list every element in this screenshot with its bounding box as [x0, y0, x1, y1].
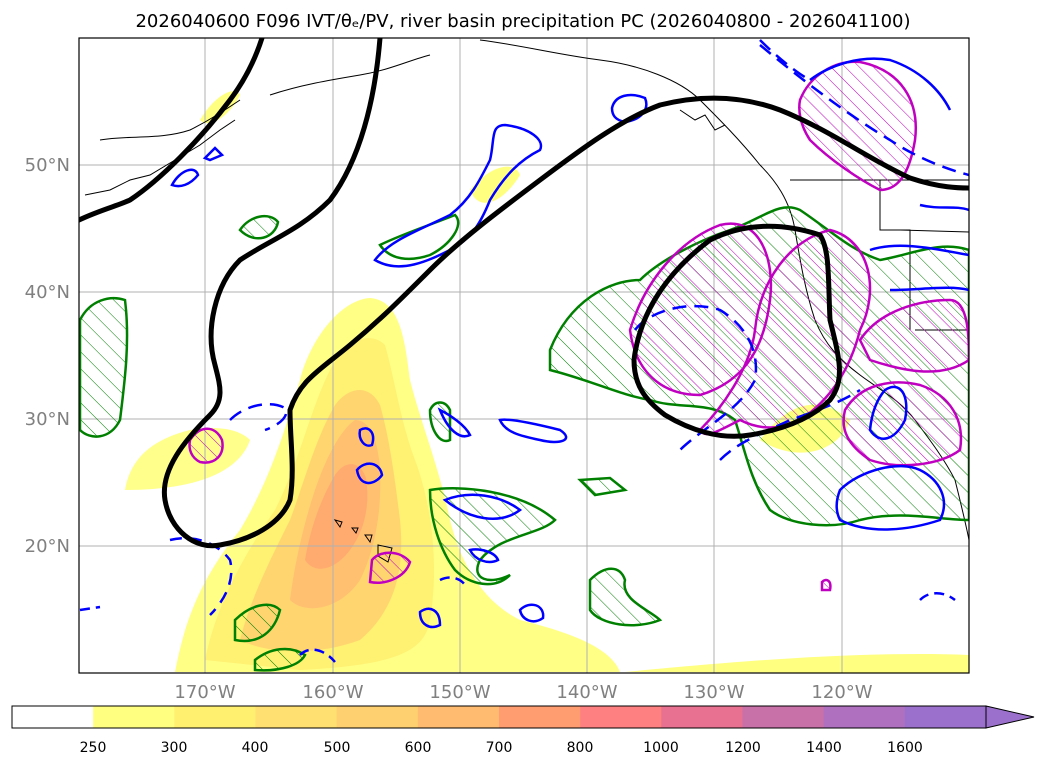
map-panel — [78, 37, 970, 674]
colorbar-segment — [661, 706, 743, 728]
colorbar-label: 1600 — [887, 740, 923, 756]
colorbar-segment — [580, 706, 662, 728]
lat-label-20n: 20°N — [25, 536, 70, 557]
colorbar-segment — [823, 706, 906, 728]
figure-title: 2026040600 F096 IVT/θₑ/PV, river basin p… — [135, 11, 910, 32]
colorbar-extend-arrow — [985, 705, 1035, 729]
latitude-labels: 50°N 40°N 30°N 20°N — [25, 155, 70, 557]
colorbar-label: 1000 — [643, 740, 679, 756]
lat-label-30n: 30°N — [25, 409, 70, 430]
colorbar-labels: 250 300 400 500 600 700 800 1000 1200 14… — [80, 740, 923, 756]
lon-label-120w: 120°W — [811, 682, 872, 703]
colorbar-label: 500 — [324, 740, 351, 756]
colorbar-label: 1200 — [725, 740, 761, 756]
colorbar-label: 700 — [486, 740, 513, 756]
lon-label-160w: 160°W — [302, 682, 363, 703]
colorbar-segment — [93, 706, 175, 728]
lon-label-150w: 150°W — [429, 682, 490, 703]
colorbar-label: 250 — [80, 740, 107, 756]
colorbar-label: 600 — [405, 740, 432, 756]
lon-label-170w: 170°W — [174, 682, 235, 703]
lat-label-40n: 40°N — [25, 282, 70, 303]
colorbar-segment — [499, 706, 581, 728]
colorbar-segment — [742, 706, 825, 728]
lat-label-50n: 50°N — [25, 155, 70, 176]
colorbar-label: 800 — [567, 740, 594, 756]
colorbar-segment — [904, 706, 987, 728]
ivt-shading — [125, 91, 969, 673]
colorbar: 250 300 400 500 600 700 800 1000 1200 14… — [11, 705, 1035, 756]
colorbar-label: 300 — [161, 740, 188, 756]
colorbar-label: 400 — [242, 740, 269, 756]
colorbar-segment — [336, 706, 419, 728]
colorbar-segment — [174, 706, 256, 728]
colorbar-segment — [12, 706, 94, 728]
lon-label-140w: 140°W — [556, 682, 617, 703]
colorbar-frame — [11, 705, 987, 729]
colorbar-label: 1400 — [806, 740, 842, 756]
map-frame — [78, 37, 970, 674]
lon-label-130w: 130°W — [683, 682, 744, 703]
pv-contours — [79, 38, 969, 549]
longitude-labels: 170°W 160°W 150°W 140°W 130°W 120°W — [174, 682, 872, 703]
colorbar-segment — [255, 706, 338, 728]
colorbar-segments — [12, 706, 987, 728]
colorbar-segment — [417, 706, 500, 728]
